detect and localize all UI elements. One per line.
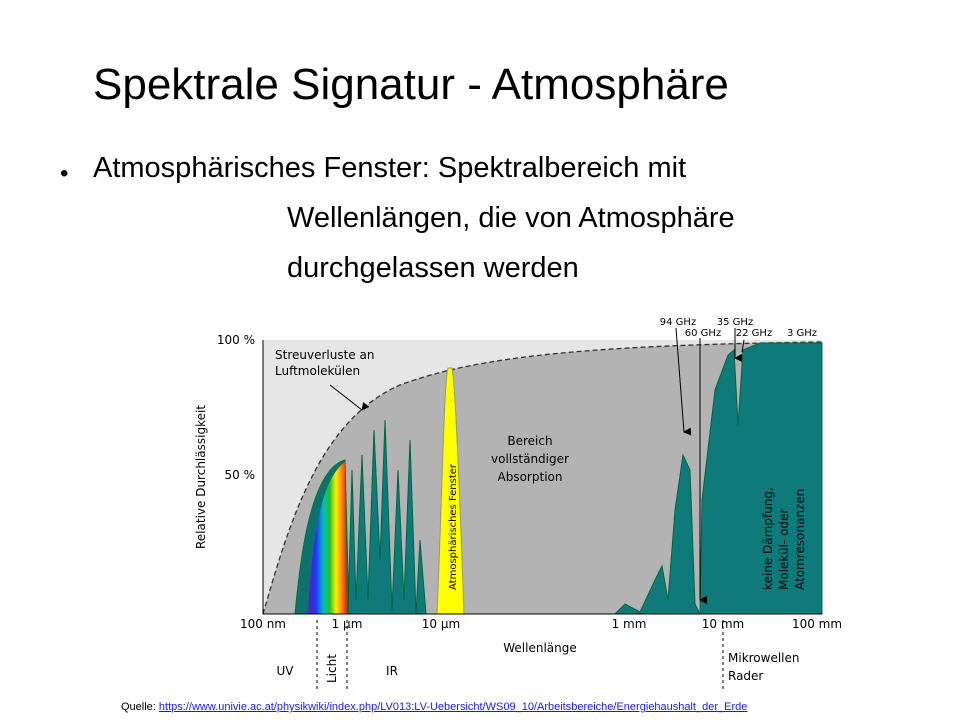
arrow [329, 384, 370, 411]
bullet-line: durchgelassen werden [287, 252, 579, 284]
y-axis-label: Relative Durchlässigkeit [194, 405, 208, 549]
x-label: 10 µm [422, 617, 460, 631]
rainbow [308, 462, 347, 614]
x-label: 1 µm [332, 617, 363, 631]
annotation: Atmosphärisches Fenster [448, 463, 459, 590]
bullet-dot: • [60, 160, 69, 187]
annotation: Molekül- oder [777, 509, 791, 590]
bullet-lead: Atmosphärisches Fenster: Spektralbereich… [93, 152, 687, 184]
ir-bands [347, 419, 427, 615]
annotation: Atomresonanzen [793, 489, 807, 590]
annotation: Luftmolekülen [275, 364, 360, 378]
source: Quelle: https://www.univie.ac.at/physikw… [121, 701, 747, 713]
arrow [741, 339, 745, 353]
top-label: 60 GHz [685, 328, 721, 339]
bullet-line: Wellenlängen, die von Atmosphäre [287, 202, 735, 234]
source-label: Quelle: [121, 701, 156, 713]
x-axis-label: Wellenlänge [503, 641, 577, 655]
region-label: Rader [728, 669, 763, 683]
annotation: vollständiger [491, 452, 569, 466]
top-label: 35 GHz [717, 317, 753, 328]
x-label: 1 mm [612, 617, 647, 631]
annotation: keine Dämpfung, [761, 487, 775, 590]
x-label: 10 mm [702, 617, 744, 631]
x-label: 100 nm [240, 617, 286, 631]
scatter-curve [262, 341, 823, 615]
y-label: 50 % [225, 468, 256, 482]
top-label: 22 GHz [736, 328, 772, 339]
region-label: UV [277, 664, 295, 678]
arrow [675, 327, 692, 436]
top-label: 94 GHz [660, 317, 696, 328]
region-label: IR [386, 664, 398, 678]
annotation: Streuverluste an [275, 348, 374, 362]
region-label: Mikrowellen [728, 651, 800, 665]
annotation: Absorption [498, 470, 563, 484]
source-link[interactable]: https://www.univie.ac.at/physikwiki/inde… [158, 701, 748, 713]
slide-title: Spektrale Signatur - Atmosphäre [93, 60, 729, 109]
y-label: 100 % [217, 333, 255, 347]
top-label: 3 GHz [787, 328, 817, 339]
atmospheric-window [436, 367, 465, 615]
x-label: 100 mm [792, 617, 842, 631]
region-label: Licht [325, 654, 339, 683]
annotation: Bereich [507, 434, 552, 448]
